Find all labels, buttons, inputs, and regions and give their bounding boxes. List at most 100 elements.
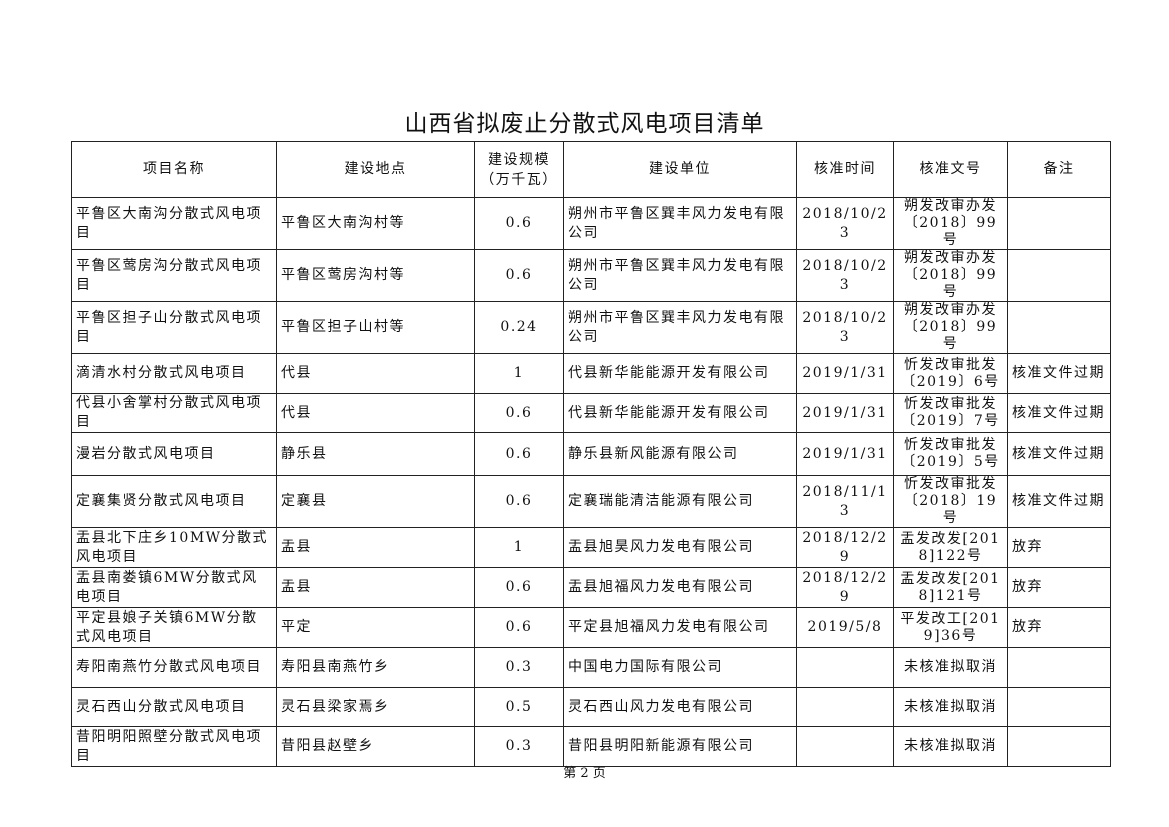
document-title: 山西省拟废止分散式风电项目清单 [404,111,765,137]
cell-location: 静乐县 [276,432,475,476]
header-scale: 建设规模（万千瓦） [474,141,564,198]
cell-approval-date: 2018/10/23 [796,249,894,302]
cell-scale: 0.6 [474,393,564,433]
table-row: 昔阳明阳照壁分散式风电项目 昔阳县赵壁乡 0.3 昔阳县明阳新能源有限公司 未核准拟取消 [71,726,1111,767]
cell-scale: 0.6 [474,249,564,302]
table-row: 滴清水村分散式风电项目 代县 1 代县新华能能源开发有限公司 2019/1/31 忻发改审… [71,353,1111,394]
cell-approval-date: 2018/11/13 [796,475,894,528]
table-row: 平定县娘子关镇6MW分散式风电项目 平定 0.6 平定县旭福风力发电有限公司 2019/… [71,607,1111,648]
cell-remarks [1007,197,1111,250]
cell-approval-date: 2018/10/23 [796,301,894,354]
cell-project-name: 盂县南娄镇6MW分散式风电项目 [71,567,277,608]
cell-scale: 0.6 [474,432,564,476]
cell-scale: 0.6 [474,607,564,648]
cell-scale: 0.24 [474,301,564,354]
cell-remarks: 核准文件过期 [1007,393,1111,433]
cell-company: 中国电力国际有限公司 [563,647,797,688]
table-row: 平鲁区担子山分散式风电项目 平鲁区担子山村等 0.24 朔州市平鲁区巽丰风力发电有限公… [71,301,1111,354]
table-row: 平鲁区莺房沟分散式风电项目 平鲁区莺房沟村等 0.6 朔州市平鲁区巽丰风力发电有限公司… [71,249,1111,302]
cell-remarks: 核准文件过期 [1007,475,1111,528]
page-number: 第 2 页 [563,766,606,781]
cell-project-name: 昔阳明阳照壁分散式风电项目 [71,726,277,767]
cell-location: 灵石县梁家焉乡 [276,687,475,727]
cell-approval-doc: 盂发改发[2018]121号 [893,567,1008,608]
cell-location: 寿阳县南燕竹乡 [276,647,475,688]
cell-remarks: 核准文件过期 [1007,353,1111,394]
cell-approval-date: 2019/5/8 [796,607,894,648]
table-row: 盂县南娄镇6MW分散式风电项目 盂县 0.6 盂县旭福风力发电有限公司 2018/12/… [71,567,1111,608]
cell-location: 平定 [276,607,475,648]
cell-scale: 0.6 [474,567,564,608]
cell-approval-doc: 朔发改审办发〔2018〕99号 [893,197,1008,250]
cell-approval-date: 2019/1/31 [796,432,894,476]
cell-remarks: 放弃 [1007,527,1111,568]
cell-approval-doc: 朔发改审办发〔2018〕99号 [893,301,1008,354]
cell-scale: 0.3 [474,726,564,767]
cell-company: 朔州市平鲁区巽丰风力发电有限公司 [563,301,797,354]
header-approval-doc: 核准文号 [893,141,1008,198]
cell-approval-doc: 未核准拟取消 [893,726,1008,767]
cell-project-name: 代县小舍掌村分散式风电项目 [71,393,277,433]
cell-project-name: 平鲁区莺房沟分散式风电项目 [71,249,277,302]
cell-approval-date: 2018/12/29 [796,567,894,608]
cell-scale: 0.3 [474,647,564,688]
cell-company: 代县新华能能源开发有限公司 [563,393,797,433]
header-project-name: 项目名称 [71,141,277,198]
cell-location: 定襄县 [276,475,475,528]
table-row: 盂县北下庄乡10MW分散式风电项目 盂县 1 盂县旭昊风力发电有限公司 2018/12/… [71,527,1111,568]
cell-remarks [1007,687,1111,727]
cell-location: 盂县 [276,567,475,608]
table-row: 漫岩分散式风电项目 静乐县 0.6 静乐县新风能源有限公司 2019/1/31 忻发改审批… [71,432,1111,476]
cell-company: 灵石西山风力发电有限公司 [563,687,797,727]
cell-project-name: 寿阳南燕竹分散式风电项目 [71,647,277,688]
cell-scale: 1 [474,353,564,394]
cell-company: 朔州市平鲁区巽丰风力发电有限公司 [563,249,797,302]
cell-scale: 1 [474,527,564,568]
header-approval-date: 核准时间 [796,141,894,198]
cell-project-name: 盂县北下庄乡10MW分散式风电项目 [71,527,277,568]
cell-company: 盂县旭福风力发电有限公司 [563,567,797,608]
cell-scale: 0.5 [474,687,564,727]
cell-approval-doc: 未核准拟取消 [893,647,1008,688]
project-table: 项目名称 建设地点 建设规模（万千瓦） 建设单位 核准时间 核准文号 备注 平鲁区大南沟分散… [71,141,1111,767]
cell-project-name: 平鲁区担子山分散式风电项目 [71,301,277,354]
cell-approval-date [796,726,894,767]
cell-remarks: 放弃 [1007,607,1111,648]
cell-location: 平鲁区担子山村等 [276,301,475,354]
cell-scale: 0.6 [474,475,564,528]
cell-location: 昔阳县赵壁乡 [276,726,475,767]
cell-approval-doc: 忻发改审批发〔2019〕6号 [893,353,1008,394]
cell-company: 平定县旭福风力发电有限公司 [563,607,797,648]
cell-project-name: 漫岩分散式风电项目 [71,432,277,476]
cell-location: 平鲁区大南沟村等 [276,197,475,250]
header-location: 建设地点 [276,141,475,198]
cell-approval-doc: 盂发改发[2018]122号 [893,527,1008,568]
cell-approval-date: 2018/12/29 [796,527,894,568]
cell-approval-date: 2019/1/31 [796,353,894,394]
cell-remarks: 放弃 [1007,567,1111,608]
table-row: 灵石西山分散式风电项目 灵石县梁家焉乡 0.5 灵石西山风力发电有限公司 未核准拟取消 [71,687,1111,727]
cell-location: 平鲁区莺房沟村等 [276,249,475,302]
cell-location: 盂县 [276,527,475,568]
cell-project-name: 定襄集贤分散式风电项目 [71,475,277,528]
cell-approval-doc: 忻发改审批发〔2018〕19号 [893,475,1008,528]
cell-project-name: 滴清水村分散式风电项目 [71,353,277,394]
cell-project-name: 平鲁区大南沟分散式风电项目 [71,197,277,250]
table-header-row: 项目名称 建设地点 建设规模（万千瓦） 建设单位 核准时间 核准文号 备注 [71,141,1111,198]
cell-approval-doc: 平发改工[2019]36号 [893,607,1008,648]
cell-company: 代县新华能能源开发有限公司 [563,353,797,394]
cell-approval-date: 2018/10/23 [796,197,894,250]
cell-approval-doc: 未核准拟取消 [893,687,1008,727]
cell-approval-date [796,687,894,727]
table-row: 定襄集贤分散式风电项目 定襄县 0.6 定襄瑞能清洁能源有限公司 2018/11/13 忻… [71,475,1111,528]
cell-remarks [1007,726,1111,767]
table-row: 平鲁区大南沟分散式风电项目 平鲁区大南沟村等 0.6 朔州市平鲁区巽丰风力发电有限公司… [71,197,1111,250]
cell-company: 昔阳县明阳新能源有限公司 [563,726,797,767]
cell-company: 定襄瑞能清洁能源有限公司 [563,475,797,528]
cell-project-name: 灵石西山分散式风电项目 [71,687,277,727]
cell-approval-doc: 朔发改审办发〔2018〕99号 [893,249,1008,302]
header-remarks: 备注 [1007,141,1111,198]
cell-approval-doc: 忻发改审批发〔2019〕7号 [893,393,1008,433]
cell-location: 代县 [276,393,475,433]
cell-project-name: 平定县娘子关镇6MW分散式风电项目 [71,607,277,648]
